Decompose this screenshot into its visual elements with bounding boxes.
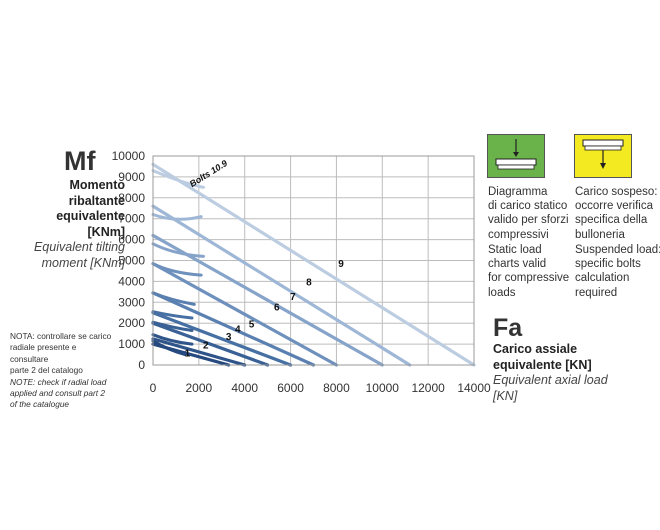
y-tick-label: 1000 bbox=[118, 337, 145, 351]
curve-5 bbox=[151, 291, 316, 367]
bolt-curve-7 bbox=[151, 242, 205, 258]
bolts-label: Bolts 10.9 bbox=[188, 158, 229, 189]
y-title-line4: [KNm] bbox=[87, 224, 126, 239]
note-en-line1: NOTE: check if radial load bbox=[10, 376, 107, 387]
y-title-line2: ribaltante bbox=[68, 193, 125, 208]
suspended-it-line4: bulloneria bbox=[575, 228, 625, 241]
plot-frame bbox=[152, 155, 475, 366]
y-title-line5: Equivalent tilting bbox=[33, 240, 125, 254]
bolt-curve-9 bbox=[151, 169, 205, 189]
note-it-line3: parte 2 del catalogo bbox=[10, 365, 83, 376]
chart-axes: 0 1000 2000 3000 4000 5000 6000 7000 8000 9000 100… bbox=[112, 149, 491, 395]
curve-label-2: 2 bbox=[203, 340, 209, 351]
suspended-legend-en: Suspended load: specific bolts calculati… bbox=[575, 243, 660, 300]
y-title-line1: Momento bbox=[69, 178, 125, 192]
curve-8 bbox=[151, 204, 412, 367]
y-tick-label: 4000 bbox=[118, 274, 145, 288]
mf-symbol: Mf bbox=[64, 146, 96, 176]
x-tick-label: 2000 bbox=[186, 381, 213, 395]
note-en-line3: of the catalogue bbox=[10, 399, 70, 410]
suspended-en-line4: required bbox=[575, 286, 618, 299]
y-title-line3: equivalente bbox=[56, 209, 125, 223]
x-tick-label: 14000 bbox=[457, 381, 491, 395]
suspended-en-line3: calculation bbox=[575, 272, 630, 285]
suspended-it-line1: Carico sospeso: bbox=[575, 186, 658, 198]
bolt-curve-1 bbox=[151, 339, 187, 357]
bolt-curve-3 bbox=[151, 320, 194, 333]
static-it-line3: valido per sforzi bbox=[488, 214, 569, 227]
curve-7 bbox=[151, 233, 384, 367]
static-en-line3: for compressive bbox=[488, 272, 570, 285]
curve-label-3: 3 bbox=[226, 332, 232, 343]
x-title-line3: Equivalent axial load bbox=[493, 373, 608, 387]
static-legend-it: Diagramma di carico statico valido per s… bbox=[488, 185, 570, 242]
suspended-en-line1: Suspended load: bbox=[575, 244, 660, 256]
bolt-curve-8 bbox=[151, 213, 203, 221]
curve-label-7: 7 bbox=[290, 292, 296, 303]
fa-symbol: Fa bbox=[493, 314, 523, 342]
bolt-curve-6 bbox=[151, 262, 203, 277]
note-en-line2: applied and consult part 2 bbox=[10, 388, 106, 399]
suspended-load-icon bbox=[574, 134, 632, 178]
curve-2 bbox=[151, 337, 247, 367]
curve-9 bbox=[151, 162, 476, 367]
y-tick-label: 8000 bbox=[118, 191, 145, 205]
suspended-it-line3: specifica della bbox=[575, 214, 648, 227]
y-tick-label: 10000 bbox=[112, 149, 146, 163]
bolt-curve-2 bbox=[151, 333, 194, 346]
static-it-line4: compressivi bbox=[488, 228, 549, 241]
static-en-line2: charts valid bbox=[488, 258, 547, 271]
x-tick-label: 0 bbox=[150, 381, 157, 395]
curve-label-1: 1 bbox=[185, 349, 191, 360]
x-title-line2: equivalente [KN] bbox=[493, 357, 592, 372]
static-it-line2: di carico statico bbox=[488, 200, 568, 213]
curve-label-4: 4 bbox=[235, 325, 241, 336]
static-load-icon bbox=[487, 134, 545, 178]
curve-4 bbox=[151, 311, 293, 367]
y-title-line6: moment [KNm] bbox=[41, 255, 125, 270]
bolt-curve-4 bbox=[151, 310, 194, 320]
static-en-line4: loads bbox=[488, 286, 516, 299]
x-tick-label: 4000 bbox=[231, 381, 258, 395]
curve-label-9: 9 bbox=[338, 259, 344, 270]
y-axis-title: Momento ribaltante equivalente [KNm] Equ… bbox=[8, 178, 125, 271]
static-en-line1: Static load bbox=[488, 244, 542, 256]
radial-load-note: NOTA: controllare se carico radiale pres… bbox=[10, 331, 115, 411]
y-tick-label: 6000 bbox=[118, 233, 145, 247]
curve-label-8: 8 bbox=[306, 278, 312, 289]
y-tick-label: 9000 bbox=[118, 170, 145, 184]
note-it-line1: NOTA: controllare se carico bbox=[10, 331, 112, 341]
static-it-line1: Diagramma bbox=[488, 186, 548, 198]
static-legend-en: Static load charts valid for compressive… bbox=[488, 243, 570, 300]
x-tick-label: 12000 bbox=[411, 381, 445, 395]
suspended-it-line2: occorre verifica bbox=[575, 200, 653, 213]
suspended-en-line2: specific bolts bbox=[575, 258, 641, 271]
y-tick-label: 5000 bbox=[118, 254, 145, 268]
y-tick-label: 2000 bbox=[118, 316, 145, 330]
static-load-icon-drawing bbox=[495, 139, 537, 170]
x-axis-title: Carico assiale equivalente [KN] Equivale… bbox=[493, 342, 643, 404]
x-title-line1: Carico assiale bbox=[493, 342, 578, 356]
curve-label-5: 5 bbox=[249, 319, 255, 330]
y-tick-label: 3000 bbox=[118, 295, 145, 309]
curve-label-6: 6 bbox=[274, 303, 280, 314]
x-tick-label: 8000 bbox=[323, 381, 350, 395]
suspended-load-icon-drawing bbox=[582, 139, 624, 169]
y-tick-label: 7000 bbox=[118, 212, 145, 226]
y-tick-label: 0 bbox=[138, 358, 145, 372]
suspended-legend-it: Carico sospeso: occorre verifica specifi… bbox=[575, 185, 660, 242]
x-title-line4: [KN] bbox=[493, 388, 518, 403]
bolt-curve-5 bbox=[151, 291, 196, 306]
x-tick-label: 6000 bbox=[277, 381, 304, 395]
chart-curves bbox=[151, 162, 476, 367]
x-tick-label: 10000 bbox=[366, 381, 400, 395]
curve-3 bbox=[151, 321, 270, 367]
note-it-line2: radiale presente e consultare bbox=[10, 342, 77, 364]
curve-6 bbox=[151, 262, 339, 367]
